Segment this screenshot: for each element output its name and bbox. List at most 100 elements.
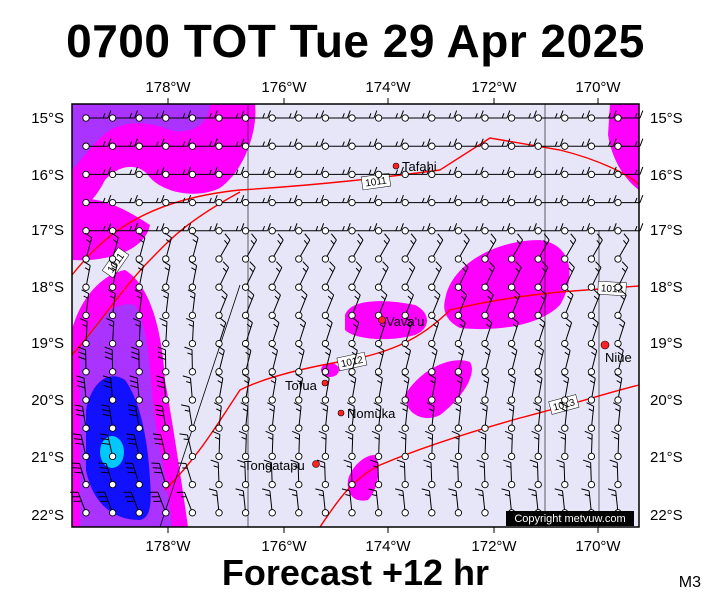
wind-barb-icon	[176, 491, 197, 517]
wind-barb-icon	[587, 223, 617, 235]
wind-barb-icon	[210, 459, 223, 489]
wind-barb-icon	[507, 289, 521, 320]
wind-barb-icon	[454, 373, 463, 404]
wind-barb-icon	[451, 430, 463, 461]
wind-barb-icon	[428, 345, 438, 376]
wind-barb-icon	[401, 223, 431, 235]
isobar-label: 1011	[360, 172, 391, 191]
wind-barb-icon	[159, 317, 170, 348]
wind-barb-icon	[295, 289, 308, 320]
wind-barb-icon	[348, 261, 363, 291]
wind-barb-icon	[79, 317, 90, 348]
lat-labels-left: 15°S 16°S 17°S 18°S 19°S 20°S 21°S 22°S	[31, 110, 64, 524]
wind-barb-icon	[212, 430, 223, 461]
wind-barb-icon	[481, 261, 496, 291]
wind-barb-icon	[533, 402, 542, 432]
wind-barb-icon	[321, 223, 351, 235]
wind-barb-icon	[188, 166, 218, 179]
wind-barb-icon	[188, 260, 198, 291]
wind-barb-icon	[374, 138, 404, 150]
wind-barb-icon	[481, 345, 491, 376]
wind-barb-icon	[295, 138, 325, 150]
lon-label: 172°W	[471, 538, 517, 555]
wind-barb-icon	[481, 138, 511, 150]
wind-barb-icon	[215, 110, 245, 122]
wind-barb-icon	[188, 138, 218, 150]
wind-barb-icon	[507, 317, 519, 348]
wind-barb-icon	[479, 402, 489, 432]
wind-barb-icon	[268, 289, 281, 320]
wind-barb-icon	[241, 233, 258, 263]
wind-barb-icon	[295, 261, 309, 291]
lon-label: 170°W	[575, 79, 621, 96]
lat-label: 17°S	[650, 222, 683, 239]
wind-barb-icon	[215, 289, 228, 320]
wind-barb-icon	[534, 233, 550, 263]
wind-barb-icon	[215, 261, 230, 291]
wind-barb-icon	[481, 194, 511, 207]
wind-barb-icon	[401, 166, 431, 179]
wind-barb-icon	[346, 402, 356, 432]
wind-barb-icon	[587, 289, 601, 320]
wind-barb-icon	[295, 223, 325, 235]
wind-barb-icon	[135, 166, 165, 179]
wind-barb-icon	[126, 433, 143, 461]
wind-barb-icon	[454, 345, 465, 376]
island-niue	[600, 340, 610, 350]
wind-barb-icon	[237, 459, 250, 489]
wind-barb-icon	[398, 430, 409, 461]
wind-barb-icon	[454, 233, 470, 263]
copyright-box	[506, 511, 634, 526]
lon-label: 178°W	[145, 79, 191, 96]
wind-barb-icon	[534, 166, 564, 179]
wind-barb-icon	[454, 138, 484, 150]
wind-barb-icon	[213, 402, 223, 432]
wind-barb-icon	[108, 232, 119, 263]
wind-barb-icon	[561, 373, 570, 404]
wind-barb-icon	[561, 223, 591, 235]
wind-barb-icon	[428, 223, 458, 235]
wind-barb-icon	[587, 166, 617, 179]
isobar-label: 1012	[597, 281, 627, 296]
wind-barb-icon	[108, 194, 138, 207]
wind-barb-icon	[454, 110, 484, 122]
wind-barb-icon	[106, 317, 117, 348]
wind-barb-icon	[481, 223, 511, 235]
wind-barb-icon	[614, 166, 644, 179]
wind-barb-icon	[215, 166, 245, 179]
wind-barb-icon	[268, 373, 277, 404]
wind-barb-icon	[162, 232, 172, 263]
wind-barb-icon	[529, 459, 542, 489]
wind-barb-icon	[177, 462, 197, 489]
wind-barb-icon	[534, 261, 549, 291]
wind-barb-icon	[135, 260, 144, 291]
wind-barb-icon	[561, 166, 591, 179]
wind-barb-icon	[132, 317, 143, 348]
wind-barb-icon	[162, 166, 192, 179]
wind-barb-icon	[507, 261, 522, 291]
wind-barb-icon	[321, 317, 333, 348]
isobar-label-text: 1012	[340, 355, 364, 370]
lon-label: 174°W	[365, 79, 411, 96]
wind-barb-icon	[241, 261, 256, 291]
wind-barb-icon	[348, 345, 358, 376]
wind-barb-icon	[265, 430, 276, 461]
wind-barb-icon	[135, 138, 165, 150]
wind-barb-icon	[156, 375, 170, 404]
wind-barb-icon	[316, 459, 330, 489]
wind-barb-icon	[614, 110, 644, 122]
wind-barb-icon	[81, 289, 90, 320]
wind-barb-icon	[401, 373, 410, 404]
wind-barb-icon	[241, 194, 271, 207]
wind-barb-icon	[343, 459, 356, 489]
wind-barb-icon	[534, 345, 545, 376]
lat-label: 20°S	[650, 392, 683, 409]
wind-barb-icon	[534, 223, 564, 235]
wind-barb-icon	[474, 488, 489, 517]
wind-barb-icon	[587, 233, 603, 263]
wind-barb-icon	[123, 491, 143, 517]
wind-barb-icon	[184, 346, 197, 376]
wind-barb-icon	[507, 373, 516, 404]
wind-barb-icon	[267, 402, 276, 432]
island-tongatapu	[312, 460, 320, 468]
